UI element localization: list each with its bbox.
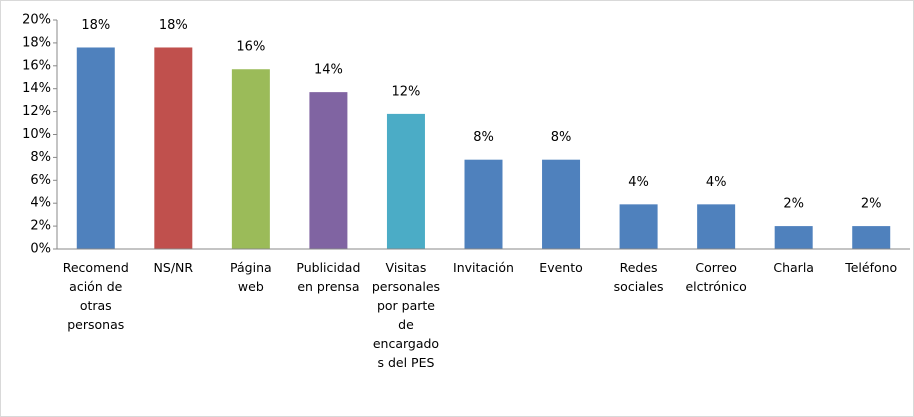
- bar: [542, 159, 581, 249]
- x-tick-label: Visitas personales por parte de encargad…: [371, 260, 441, 370]
- y-tick-label: 8%: [30, 150, 51, 165]
- data-label: 12%: [392, 84, 421, 99]
- y-tick-label: 4%: [30, 196, 51, 211]
- bar: [697, 204, 736, 249]
- x-tick-label: Invitación: [453, 260, 514, 275]
- y-tick-label: 6%: [30, 173, 51, 188]
- x-tick-label: NS/NR: [153, 260, 194, 275]
- bar: [852, 226, 891, 249]
- bar: [464, 159, 503, 249]
- data-label: 8%: [473, 130, 494, 145]
- y-tick-label: 10%: [22, 127, 51, 142]
- x-tick-label: Charla: [773, 260, 814, 275]
- bar: [76, 47, 115, 250]
- data-label: 16%: [236, 40, 265, 55]
- x-tick-label: Recomend ación de otras personas: [62, 260, 129, 332]
- y-tick-label: 14%: [22, 81, 51, 96]
- y-tick-label: 16%: [22, 58, 51, 73]
- y-tick-label: 18%: [22, 35, 51, 50]
- x-tick-label: Teléfono: [845, 260, 898, 275]
- data-label: 2%: [783, 197, 804, 212]
- x-tick-label: Redes sociales: [613, 260, 664, 294]
- data-label: 14%: [314, 63, 343, 78]
- y-tick-label: 12%: [22, 104, 51, 119]
- x-tick-label: Correo elctrónico: [685, 260, 747, 294]
- bar: [386, 113, 425, 249]
- x-tick-label: Evento: [539, 260, 583, 275]
- bar: [619, 204, 658, 249]
- x-tick-label: Página web: [230, 260, 272, 294]
- y-tick-label: 0%: [30, 242, 51, 257]
- data-label: 2%: [861, 197, 882, 212]
- bar: [231, 69, 270, 249]
- bar: [154, 47, 193, 250]
- data-label: 18%: [81, 18, 110, 33]
- y-tick-label: 2%: [30, 219, 51, 234]
- x-tick-label: Publicidad en prensa: [296, 260, 361, 294]
- data-label: 4%: [628, 175, 649, 190]
- bar: [774, 226, 813, 249]
- bar: [309, 92, 348, 249]
- y-tick-label: 20%: [22, 13, 51, 28]
- data-label: 18%: [159, 18, 188, 33]
- data-label: 4%: [706, 175, 727, 190]
- data-label: 8%: [551, 130, 572, 145]
